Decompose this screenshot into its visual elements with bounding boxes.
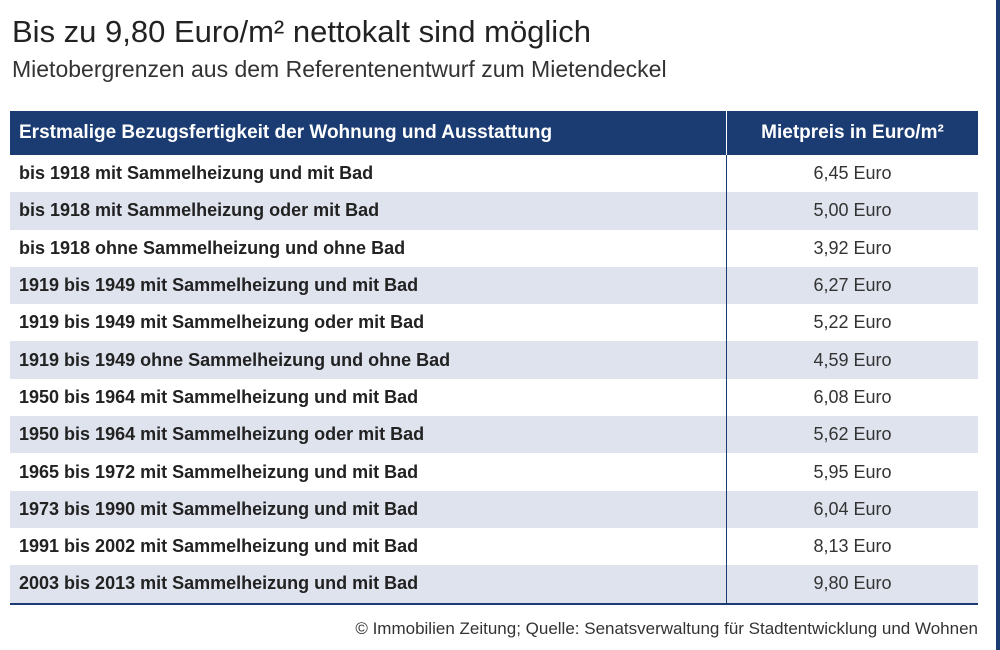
source-credit: © Immobilien Zeitung; Quelle: Senatsverw… (355, 619, 978, 638)
row-description: 2003 bis 2013 mit Sammelheizung und mit … (19, 573, 419, 594)
row-price: 8,13 Euro (726, 527, 978, 566)
row-price: 3,92 Euro (726, 229, 978, 267)
table-row: 1919 bis 1949 ohne Sammelheizung und ohn… (10, 341, 978, 379)
row-description: 1973 bis 1990 mit Sammelheizung und mit … (19, 498, 419, 519)
row-price: 6,45 Euro (726, 155, 978, 193)
row-description: 1950 bis 1964 mit Sammelheizung oder mit… (19, 424, 425, 445)
row-price: 5,62 Euro (726, 416, 978, 454)
row-description: 1919 bis 1949 ohne Sammelheizung und ohn… (19, 349, 451, 370)
row-description: 1919 bis 1949 mit Sammelheizung oder mit… (19, 312, 425, 333)
row-description: bis 1918 mit Sammelheizung und mit Bad (19, 163, 374, 184)
row-price: 5,00 Euro (726, 192, 978, 230)
table-body: bis 1918 mit Sammelheizung und mit Bad 6,… (10, 155, 978, 603)
chart-title: Bis zu 9,80 Euro/m² nettokalt sind mögli… (12, 14, 591, 49)
table-row: 1950 bis 1964 mit Sammelheizung und mit … (10, 378, 978, 417)
row-description: bis 1918 mit Sammelheizung oder mit Bad (19, 200, 380, 221)
column-header-price: Mietpreis in Euro/m² (726, 111, 978, 155)
row-price: 6,08 Euro (726, 378, 978, 417)
row-description: 1950 bis 1964 mit Sammelheizung und mit … (19, 386, 419, 407)
row-description: 1965 bis 1972 mit Sammelheizung und mit … (19, 461, 419, 482)
row-description: bis 1918 ohne Sammelheizung und ohne Bad (19, 237, 406, 258)
chart-subtitle: Mietobergrenzen aus dem Referentenentwur… (12, 56, 667, 82)
table-row: 1973 bis 1990 mit Sammelheizung und mit … (10, 490, 978, 528)
table-row: bis 1918 mit Sammelheizung oder mit Bad 5… (10, 192, 978, 230)
table-row: 1950 bis 1964 mit Sammelheizung oder mit… (10, 416, 978, 454)
row-price: 6,04 Euro (726, 490, 978, 528)
table-row: 1991 bis 2002 mit Sammelheizung und mit … (10, 527, 978, 566)
row-price: 4,59 Euro (726, 341, 978, 379)
column-header-description: Erstmalige Bezugsfertigkeit der Wohnung … (19, 122, 553, 143)
rent-table: Erstmalige Bezugsfertigkeit der Wohnung … (10, 111, 978, 605)
table-row: 1965 bis 1972 mit Sammelheizung und mit … (10, 453, 978, 491)
row-description: 1991 bis 2002 mit Sammelheizung und mit … (19, 536, 419, 557)
row-price: 6,27 Euro (726, 266, 978, 305)
table-row: 1919 bis 1949 mit Sammelheizung und mit … (10, 266, 978, 305)
row-price: 5,95 Euro (726, 453, 978, 491)
table-row: 2003 bis 2013 mit Sammelheizung und mit … (10, 565, 978, 603)
table-row: bis 1918 ohne Sammelheizung und ohne Bad… (10, 229, 978, 267)
row-description: 1919 bis 1949 mit Sammelheizung und mit … (19, 275, 419, 296)
table-row: 1919 bis 1949 mit Sammelheizung oder mit… (10, 304, 978, 342)
row-price: 5,22 Euro (726, 304, 978, 342)
row-price: 9,80 Euro (726, 565, 978, 603)
table-header: Erstmalige Bezugsfertigkeit der Wohnung … (10, 111, 978, 155)
right-edge-bar (996, 0, 1000, 650)
table-row: bis 1918 mit Sammelheizung und mit Bad 6,… (10, 155, 978, 193)
